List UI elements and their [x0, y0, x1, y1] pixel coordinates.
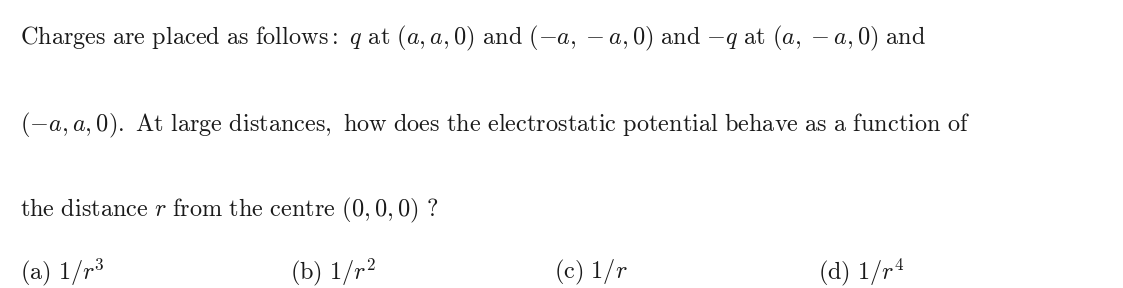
Text: $(-a,a,0)\mathrm{.\ At\ large\ distances,\ how\ does\ the\ electrostatic\ potent: $(-a,a,0)\mathrm{.\ At\ large\ distances… [20, 111, 970, 140]
Text: $\mathrm{(b)\ 1/}r^2$: $\mathrm{(b)\ 1/}r^2$ [290, 256, 376, 288]
Text: $\mathrm{the\ distance}\ r\ \mathrm{from\ the\ centre}\ (0,0,0)\ \mathrm{?}$: $\mathrm{the\ distance}\ r\ \mathrm{from… [20, 196, 438, 225]
Text: $\mathrm{Charges\ are\ placed\ as\ follows:}\ q\ \mathrm{at}\ (a,a,0)$$\ \mathrm: $\mathrm{Charges\ are\ placed\ as\ follo… [20, 24, 926, 54]
Text: $\mathrm{(a)\ 1/}r^3$: $\mathrm{(a)\ 1/}r^3$ [20, 256, 106, 288]
Text: $\mathrm{(d)\ 1/}r^4$: $\mathrm{(d)\ 1/}r^4$ [818, 256, 904, 288]
Text: $\mathrm{(c)\ 1/}r$: $\mathrm{(c)\ 1/}r$ [554, 257, 628, 287]
